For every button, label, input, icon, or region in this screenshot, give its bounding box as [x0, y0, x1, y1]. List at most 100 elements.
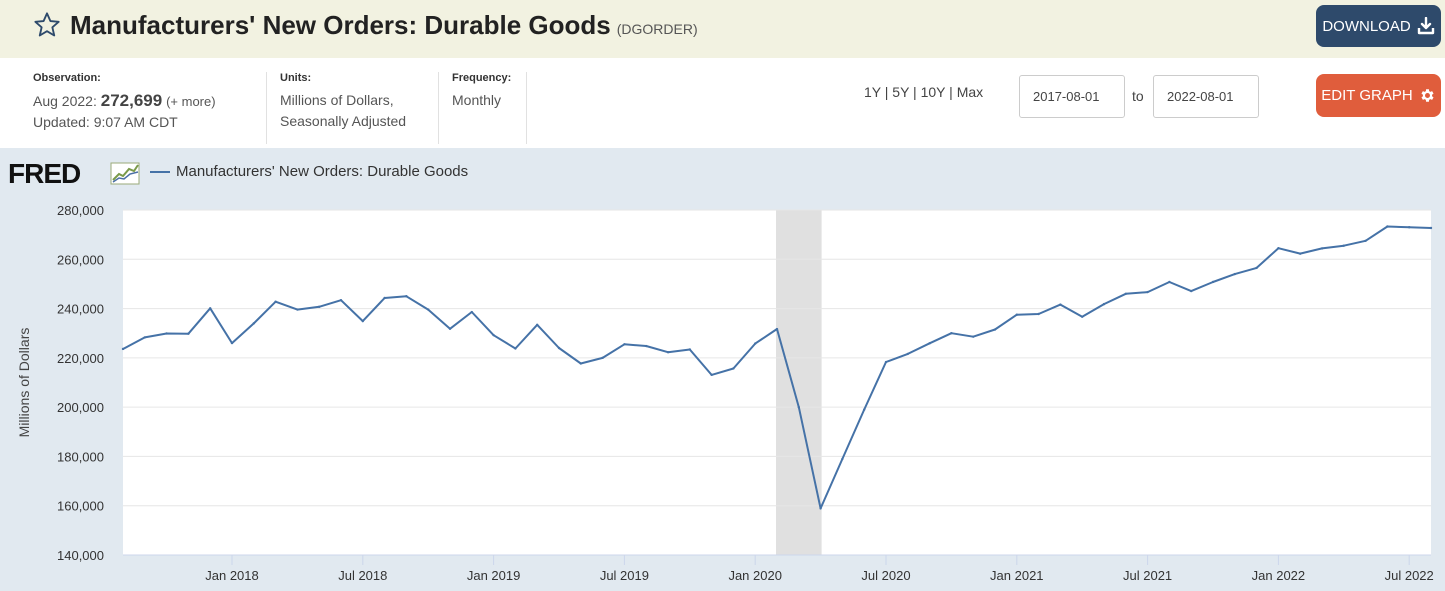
- data-point: [863, 408, 866, 411]
- data-point: [1233, 272, 1237, 276]
- data-point: [1190, 289, 1193, 293]
- data-point: [427, 308, 430, 311]
- data-point: [405, 295, 408, 298]
- y-tick-label: 220,000: [57, 351, 104, 366]
- data-point: [209, 307, 212, 310]
- observation-block: Observation: Aug 2022: 272,699 (+ more) …: [33, 72, 216, 133]
- series-title: Manufacturers' New Orders: Durable Goods: [70, 10, 611, 40]
- data-point: [470, 310, 473, 314]
- data-point: [950, 332, 953, 335]
- range-5y[interactable]: 5Y: [892, 84, 910, 100]
- units-line-2: Seasonally Adjusted: [280, 113, 407, 129]
- data-point: [1146, 290, 1149, 294]
- series-info: Observation: Aug 2022: 272,699 (+ more) …: [0, 58, 1445, 148]
- data-point: [448, 327, 452, 330]
- download-icon: [1417, 17, 1434, 35]
- data-point: [1081, 315, 1084, 318]
- y-tick-label: 240,000: [57, 302, 104, 317]
- range-separator: |: [945, 84, 957, 100]
- data-point: [1168, 280, 1171, 284]
- end-date-input[interactable]: [1153, 75, 1259, 118]
- data-point: [1408, 226, 1411, 229]
- x-tick-label: Jul 2021: [1123, 568, 1172, 583]
- data-point: [536, 323, 539, 327]
- data-point: [732, 367, 735, 370]
- range-max[interactable]: Max: [956, 84, 984, 100]
- range-selector: 1Y | 5Y | 10Y | Max: [864, 84, 983, 100]
- data-point: [928, 342, 931, 345]
- range-separator: |: [909, 84, 921, 100]
- data-point: [143, 336, 146, 339]
- legend: Manufacturers' New Orders: Durable Goods: [150, 163, 468, 180]
- x-tick-label: Jan 2020: [728, 568, 782, 583]
- observation-more-link[interactable]: (+ more): [166, 94, 216, 109]
- range-separator: |: [880, 84, 893, 100]
- data-point: [1320, 247, 1324, 250]
- data-point: [121, 347, 125, 351]
- line-chart: 140,000 160,000 180,000 200,000 220,000 240,0…: [16, 203, 1434, 583]
- data-point: [906, 352, 909, 356]
- data-point: [187, 332, 190, 335]
- edit-graph-label: EDIT GRAPH: [1321, 87, 1413, 104]
- y-tick-label: 200,000: [57, 400, 104, 415]
- y-tick-label: 280,000: [57, 203, 104, 218]
- x-tick-label: Jul 2019: [600, 568, 649, 583]
- data-point: [972, 335, 975, 338]
- data-point: [623, 343, 626, 346]
- star-icon[interactable]: [33, 11, 61, 39]
- units-line-1: Millions of Dollars,: [280, 92, 394, 108]
- data-point: [383, 296, 386, 300]
- series-id: (DGORDER): [616, 21, 698, 37]
- x-tick-label: Jan 2019: [467, 568, 521, 583]
- edit-graph-button[interactable]: EDIT GRAPH: [1316, 74, 1441, 117]
- range-1y[interactable]: 1Y: [864, 84, 881, 100]
- observation-value: 272,699: [100, 91, 163, 110]
- data-point: [993, 328, 997, 331]
- data-point: [710, 373, 713, 377]
- start-date-input[interactable]: [1019, 75, 1125, 118]
- y-tick-label: 160,000: [57, 499, 104, 514]
- units-label: Units:: [280, 72, 312, 84]
- data-point: [296, 308, 299, 311]
- data-point: [165, 332, 168, 335]
- data-point: [841, 457, 844, 461]
- data-point: [339, 298, 343, 302]
- fred-logo: FRED: [8, 158, 81, 189]
- data-point: [884, 360, 888, 364]
- data-point: [274, 300, 277, 303]
- observation-date: Aug 2022:: [33, 93, 97, 109]
- divider: [526, 72, 527, 144]
- data-point: [1255, 266, 1258, 270]
- x-tick-label: Jan 2021: [990, 568, 1044, 583]
- data-point: [1429, 226, 1433, 230]
- data-point: [688, 348, 691, 351]
- frequency-value: Monthly: [452, 92, 502, 108]
- data-point: [318, 305, 321, 309]
- data-point: [775, 327, 779, 331]
- fred-chart-icon: [110, 162, 140, 185]
- legend-swatch: [150, 170, 170, 173]
- y-tick-label: 180,000: [57, 449, 104, 464]
- x-tick-label: Jul 2022: [1385, 568, 1434, 583]
- data-point: [1037, 312, 1040, 316]
- data-point: [361, 319, 364, 323]
- data-point: [601, 356, 604, 360]
- range-10y[interactable]: 10Y: [920, 84, 946, 100]
- data-point: [1364, 239, 1367, 243]
- data-point: [1059, 303, 1062, 306]
- data-point: [1015, 313, 1018, 316]
- download-button[interactable]: DOWNLOAD: [1316, 5, 1441, 47]
- observation-label: Observation:: [33, 72, 101, 84]
- x-tick-label: Jul 2020: [861, 568, 910, 583]
- gear-icon: [1421, 89, 1434, 102]
- data-point: [1102, 302, 1106, 306]
- page-title: Manufacturers' New Orders: Durable Goods…: [70, 10, 698, 41]
- to-label: to: [1132, 88, 1144, 104]
- data-point: [1342, 244, 1346, 247]
- x-tick-label: Jul 2018: [338, 568, 387, 583]
- data-point: [514, 347, 517, 350]
- recession-shading: [776, 210, 822, 555]
- updated-time: Updated: 9:07 AM CDT: [33, 114, 178, 130]
- frequency-label: Frequency:: [452, 72, 512, 84]
- frequency-block: Frequency: Monthly: [452, 72, 511, 111]
